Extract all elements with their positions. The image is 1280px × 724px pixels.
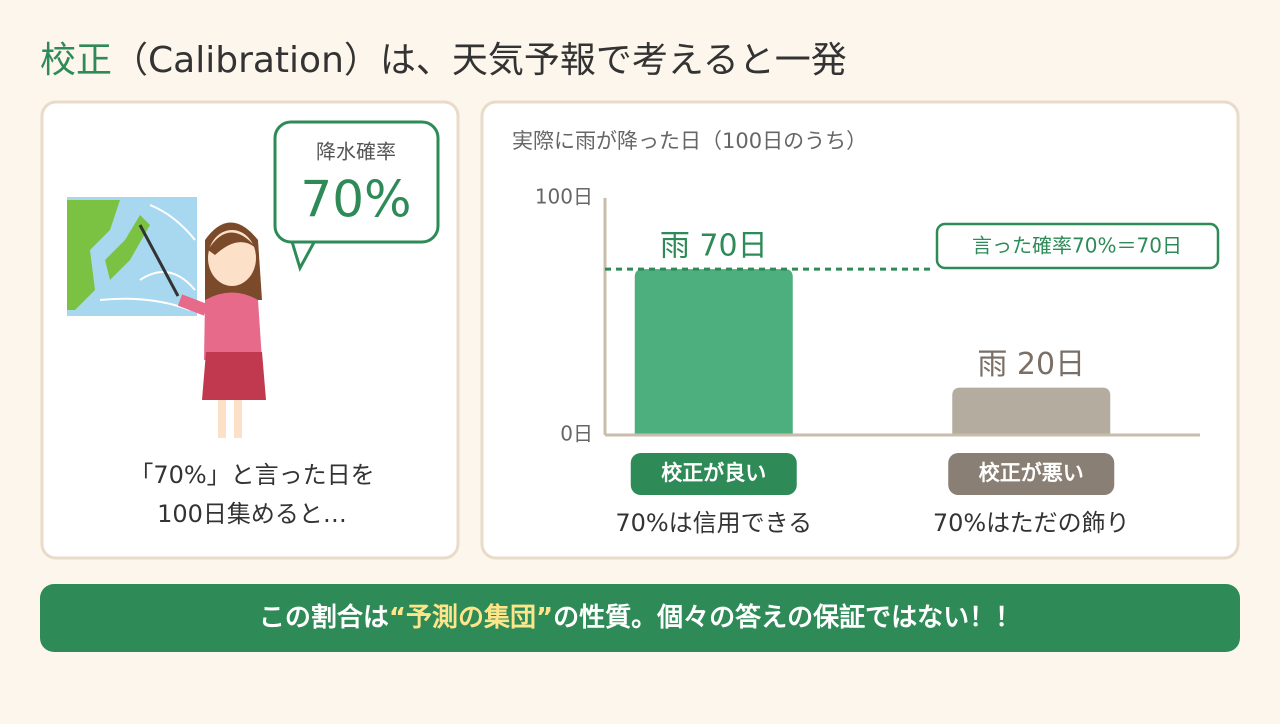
category-pill <box>948 453 1115 495</box>
chart-card <box>480 100 1240 560</box>
bar <box>634 269 793 435</box>
footer-text: この割合は“予測の集団”の性質。個々の答えの保証ではない！！ <box>259 602 1021 633</box>
footer-banner <box>40 584 1240 652</box>
chart-title: 実際に雨が降った日（100日のうち） <box>512 129 867 153</box>
x-tick-label: 校正が良い <box>661 461 766 485</box>
y-tick-label: 0日 <box>560 422 593 446</box>
reference-label: 言った確率70%＝70日 <box>972 234 1182 258</box>
title-rest: （Calibration）は、天気予報で考えると一発 <box>112 40 847 81</box>
caption: 100日集めると… <box>157 500 347 528</box>
value-label: 雨 70日 <box>660 229 768 264</box>
x-tick-label: 校正が悪い <box>979 461 1084 485</box>
footer-highlight: “予測の集団” <box>389 602 553 633</box>
category-description: 70%は信用できる <box>615 509 812 537</box>
reference-label-box <box>935 222 1220 270</box>
speech-bubble <box>273 120 440 244</box>
bar <box>952 387 1111 435</box>
bubble-value: 70% <box>300 171 411 229</box>
bubble-label: 降水確率 <box>316 140 396 164</box>
value-label: 雨 20日 <box>977 347 1085 382</box>
category-description: 70%はただの飾り <box>933 509 1130 537</box>
title-highlight: 校正 <box>40 40 112 81</box>
footer-after: の性質。個々の答えの保証ではない！！ <box>553 602 1021 633</box>
caption: 「70%」と言った日を <box>129 461 374 489</box>
category-pill <box>630 453 797 495</box>
y-tick-label: 100日 <box>535 185 593 209</box>
weather-illustration <box>67 197 266 438</box>
title: 校正（Calibration）は、天気予報で考えると一発 <box>40 40 847 81</box>
footer-before: この割合は <box>259 602 389 633</box>
